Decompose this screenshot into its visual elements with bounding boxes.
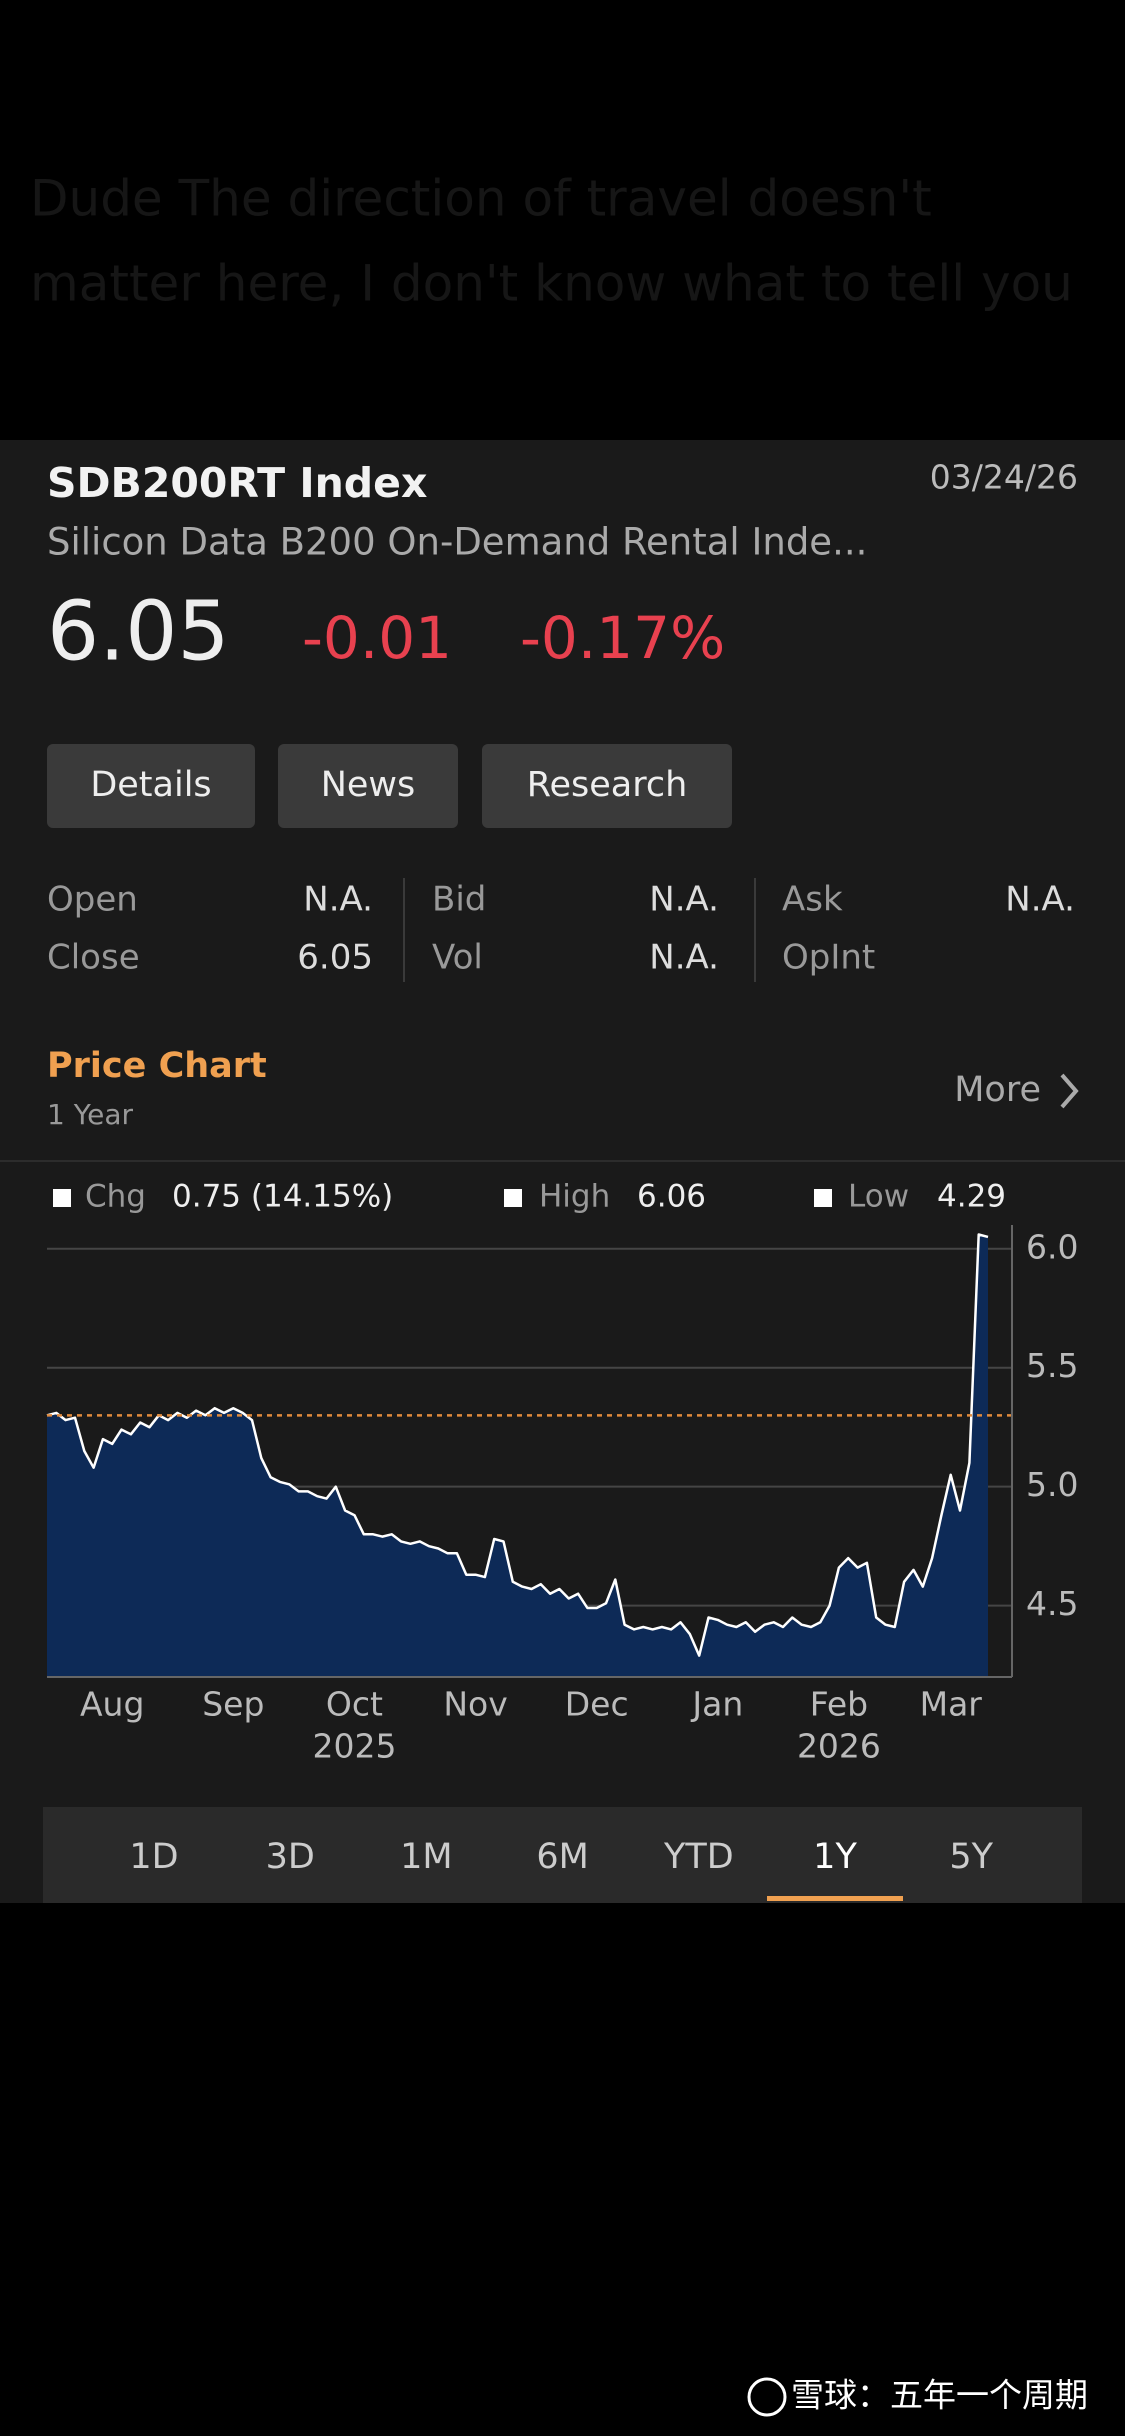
watermark: 雪球：五年一个周期 (791, 2376, 1088, 2415)
period-tab[interactable]: 3D (266, 1837, 315, 1877)
x-tick-label: Dec (565, 1685, 629, 1724)
stat-value: N.A. (303, 880, 373, 920)
button-label[interactable]: Research (527, 765, 688, 805)
stat-value: N.A. (649, 880, 719, 920)
button[interactable] (278, 744, 458, 828)
period-tab[interactable]: YTD (663, 1837, 734, 1877)
stat-label: Vol (432, 938, 483, 978)
x-tick-label: Sep (202, 1685, 264, 1724)
summary-label: Low (848, 1179, 909, 1215)
y-tick-label: 5.0 (1026, 1465, 1078, 1504)
watermark-icon (747, 2377, 787, 2417)
legend-swatch (53, 1189, 71, 1207)
stat-value: 6.05 (297, 938, 373, 978)
stat-label: Ask (782, 880, 843, 920)
x-year-label: 2026 (797, 1727, 881, 1766)
x-tick-label: Aug (80, 1685, 144, 1724)
stat-label: OpInt (782, 938, 875, 978)
background-text: matter here, I don't know what to tell y… (30, 255, 1073, 313)
x-year-label: 2025 (312, 1727, 396, 1766)
x-tick-label: Nov (443, 1685, 507, 1724)
legend-swatch (504, 1189, 522, 1207)
y-tick-label: 6.0 (1026, 1227, 1078, 1266)
period-bar (43, 1807, 1082, 1903)
button-label[interactable]: Details (90, 765, 211, 805)
x-tick-label: Oct (326, 1685, 383, 1724)
net-change: -0.01 (302, 604, 452, 672)
x-tick-label: Feb (810, 1685, 868, 1724)
background-text: Dude The direction of travel doesn't (30, 170, 932, 228)
summary-value: 4.29 (937, 1179, 1006, 1215)
button-label[interactable]: News (321, 765, 416, 805)
period-tab[interactable]: 6M (536, 1837, 588, 1877)
summary-value: 6.06 (637, 1179, 706, 1215)
watermark-circle (747, 2377, 787, 2417)
more-link[interactable]: More (954, 1070, 1041, 1110)
stat-label: Bid (432, 880, 486, 920)
period-tab[interactable]: 1M (400, 1837, 452, 1877)
section-title: Price Chart (47, 1046, 267, 1086)
button[interactable] (482, 744, 732, 828)
legend-swatch (814, 1189, 832, 1207)
date: 03/24/26 (930, 458, 1078, 497)
period-underline (767, 1896, 903, 1901)
stat-value: N.A. (649, 938, 719, 978)
stat-value: N.A. (1005, 880, 1075, 920)
area (47, 1234, 988, 1677)
summary-label: High (539, 1179, 610, 1215)
button-row: Details News Research (47, 744, 732, 828)
summary-value: 0.75 (14.15%) (172, 1179, 393, 1215)
x-tick-label: Jan (690, 1685, 743, 1724)
stat-label: Close (47, 938, 140, 978)
period-tab[interactable]: 5Y (949, 1837, 993, 1877)
y-tick-label: 4.5 (1026, 1584, 1078, 1623)
stat-label: Open (47, 880, 138, 920)
button[interactable] (47, 744, 255, 828)
security-name: Silicon Data B200 On-Demand Rental Inde.… (47, 521, 867, 564)
price-line (46, 1233, 989, 1657)
section-subtitle: 1 Year (47, 1098, 133, 1131)
period-tab[interactable]: 1Y (813, 1837, 857, 1877)
chevron[interactable] (1060, 1073, 1079, 1109)
period-tab[interactable]: 1D (129, 1837, 178, 1877)
last-price: 6.05 (47, 584, 230, 679)
y-tick-label: 5.5 (1026, 1346, 1078, 1385)
summary-label: Chg (85, 1179, 146, 1215)
ticker: SDB200RT Index (47, 459, 427, 507)
pct-change: -0.17% (520, 604, 725, 672)
x-tick-label: Mar (920, 1685, 983, 1724)
